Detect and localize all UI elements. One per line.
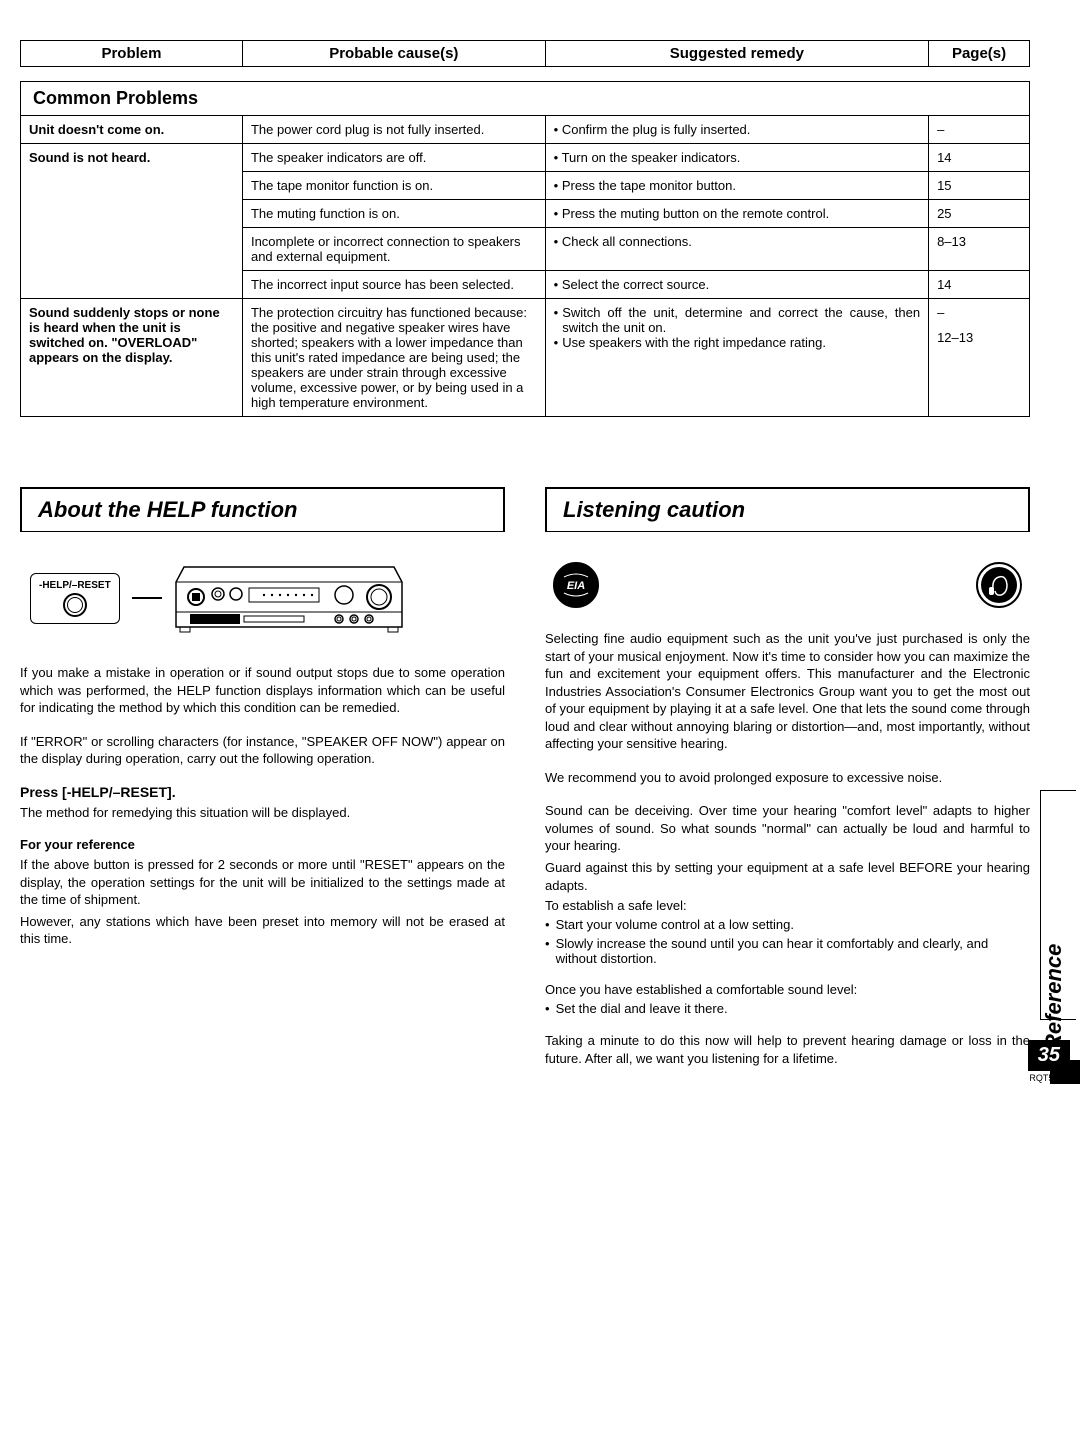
caution-para2: We recommend you to avoid prolonged expo… <box>545 769 1030 787</box>
bullet-text: Set the dial and leave it there. <box>556 1001 728 1016</box>
fyr-para1: If the above button is pressed for 2 sec… <box>20 856 505 909</box>
establish-heading: To establish a safe level: <box>545 898 1030 913</box>
bullet-text: Start your volume control at a low setti… <box>556 917 794 932</box>
caution-para3: Sound can be deceiving. Over time your h… <box>545 802 1030 855</box>
svg-text:EIA: EIA <box>567 580 585 592</box>
remedy-cell: • Check all connections. <box>545 228 928 271</box>
help-title-box: About the HELP function <box>20 487 505 532</box>
page-ref: 12–13 <box>937 330 1021 345</box>
table-row: Sound is not heard. The speaker indicato… <box>21 144 1030 172</box>
list-item: •Slowly increase the sound until you can… <box>545 936 1030 966</box>
caution-para4: Guard against this by setting your equip… <box>545 859 1030 894</box>
help-diagram: -HELP/–RESET <box>20 562 505 634</box>
page-cell: 14 <box>929 271 1030 299</box>
page-cell: 14 <box>929 144 1030 172</box>
header-cause: Probable cause(s) <box>242 41 545 67</box>
remedy-cell: • Press the muting button on the remote … <box>545 200 928 228</box>
header-page: Page(s) <box>929 41 1030 67</box>
caution-title: Listening caution <box>563 497 1012 523</box>
cause-cell: The tape monitor function is on. <box>242 172 545 200</box>
help-reset-button-icon: -HELP/–RESET <box>30 573 120 624</box>
header-problem: Problem <box>21 41 243 67</box>
remedy-cell: • Turn on the speaker indicators. <box>545 144 928 172</box>
remedy-text: Switch off the unit, determine and corre… <box>562 305 920 335</box>
page-number: 35 <box>1028 1040 1070 1071</box>
page-cell: – 12–13 <box>929 299 1030 417</box>
press-desc: The method for remedying this situation … <box>20 804 505 822</box>
remedy-cell: • Press the tape monitor button. <box>545 172 928 200</box>
fyr-para2: However, any stations which have been pr… <box>20 913 505 948</box>
help-reset-label: -HELP/–RESET <box>39 580 111 591</box>
caution-section: Listening caution EIA Selecting fine aud… <box>545 487 1030 1083</box>
cause-cell: The protection circuitry has functioned … <box>242 299 545 417</box>
page-cell: 15 <box>929 172 1030 200</box>
table-row: Unit doesn't come on. The power cord plu… <box>21 116 1030 144</box>
reference-label: Reference <box>1041 790 1067 1050</box>
ear-headphone-icon <box>976 562 1022 608</box>
column-header-table: Problem Probable cause(s) Suggested reme… <box>20 40 1030 67</box>
remedy-text: Use speakers with the right impedance ra… <box>562 335 920 350</box>
list-item: •Start your volume control at a low sett… <box>545 917 1030 932</box>
help-title: About the HELP function <box>38 497 487 523</box>
once-heading: Once you have established a comfortable … <box>545 982 1030 997</box>
remedy-cell: • Confirm the plug is fully inserted. <box>545 116 928 144</box>
problem-cell: Sound suddenly stops or none is heard wh… <box>21 299 243 417</box>
page-ref: – <box>937 305 1021 320</box>
help-section: About the HELP function -HELP/–RESET <box>20 487 505 1083</box>
receiver-icon <box>174 562 404 634</box>
problem-cell: Sound is not heard. <box>21 144 243 299</box>
list-item: •Set the dial and leave it there. <box>545 1001 1030 1016</box>
reference-tab: Reference <box>1036 790 1072 1050</box>
eia-logo-icon: EIA <box>553 562 599 608</box>
help-para1: If you make a mistake in operation or if… <box>20 664 505 717</box>
remedy-cell: •Switch off the unit, determine and corr… <box>545 299 928 417</box>
fyr-heading: For your reference <box>20 837 505 852</box>
help-para2: If "ERROR" or scrolling characters (for … <box>20 733 505 768</box>
section-common-problems: Common Problems <box>21 82 1030 116</box>
cause-cell: Incomplete or incorrect connection to sp… <box>242 228 545 271</box>
table-row: Sound suddenly stops or none is heard wh… <box>21 299 1030 417</box>
page-cell: 8–13 <box>929 228 1030 271</box>
press-instruction: Press [-HELP/–RESET]. <box>20 784 505 800</box>
doc-code: RQT5212 <box>1028 1073 1070 1083</box>
troubleshooting-table: Common Problems Unit doesn't come on. Th… <box>20 81 1030 417</box>
page-cell: – <box>929 116 1030 144</box>
header-remedy: Suggested remedy <box>545 41 928 67</box>
remedy-cell: • Select the correct source. <box>545 271 928 299</box>
cause-cell: The incorrect input source has been sele… <box>242 271 545 299</box>
cause-cell: The speaker indicators are off. <box>242 144 545 172</box>
cause-cell: The power cord plug is not fully inserte… <box>242 116 545 144</box>
bullet-text: Slowly increase the sound until you can … <box>556 936 1030 966</box>
page-cell: 25 <box>929 200 1030 228</box>
cause-cell: The muting function is on. <box>242 200 545 228</box>
caution-para1: Selecting fine audio equipment such as t… <box>545 630 1030 753</box>
problem-cell: Unit doesn't come on. <box>21 116 243 144</box>
caution-title-box: Listening caution <box>545 487 1030 532</box>
caution-final: Taking a minute to do this now will help… <box>545 1032 1030 1067</box>
page-number-block: 35 RQT5212 <box>1028 1040 1070 1083</box>
